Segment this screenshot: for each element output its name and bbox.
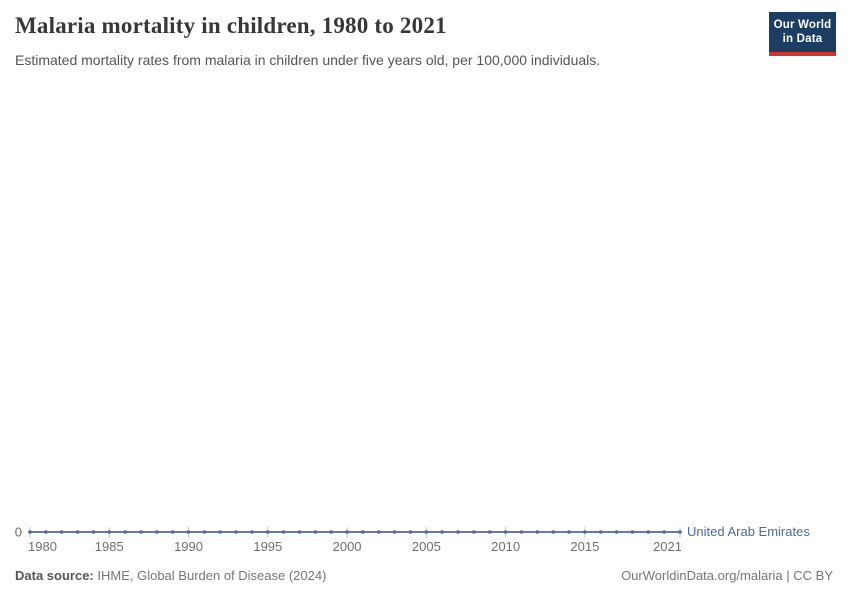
data-point [107,530,112,534]
data-source-label: Data source: [15,568,94,583]
data-point [535,530,540,534]
data-point [123,530,127,534]
data-point [155,530,159,534]
data-point [503,530,508,534]
footer-link[interactable]: OurWorldinData.org/malaria | CC BY [621,568,833,583]
svg-text:1980: 1980 [28,539,57,554]
svg-text:2015: 2015 [570,539,599,554]
data-point [424,530,429,534]
data-point [630,530,635,534]
data-point [202,530,207,534]
data-point [28,530,32,534]
data-point [551,530,555,534]
data-point [281,530,286,534]
chart-subtitle: Estimated mortality rates from malaria i… [15,52,601,68]
axis-svg[interactable]: 1980 1985 1990 1995 2000 2005 2010 2015 2021 0 [0,500,850,560]
svg-text:2005: 2005 [412,539,441,554]
logo-text-line1: Our World [773,18,832,31]
data-point [456,530,460,534]
data-point [218,530,223,534]
data-point [139,530,143,534]
svg-text:1995: 1995 [253,539,282,554]
data-point [75,530,80,534]
data-point [186,530,191,534]
data-point [472,530,476,534]
data-point [567,530,571,534]
data-point [59,530,64,534]
data-point [44,530,48,534]
svg-text:2021: 2021 [653,539,682,554]
svg-text:2000: 2000 [333,539,362,554]
data-point [614,530,619,534]
data-point [392,530,397,534]
data-point [678,530,682,534]
data-point [266,530,270,534]
data-point [376,530,381,534]
data-point [234,530,238,534]
svg-text:1985: 1985 [95,539,124,554]
data-point [598,530,603,534]
data-points-group[interactable] [28,530,682,534]
svg-text:1990: 1990 [174,539,203,554]
logo-text-line2: in Data [782,33,823,45]
data-point [345,530,349,534]
data-point [297,530,302,534]
data-point [329,530,334,534]
data-point [408,530,413,534]
x-tick-labels: 1980 1985 1990 1995 2000 2005 2010 2015 2021 [28,539,682,554]
page-title: Malaria mortality in children, 1980 to 2… [15,13,447,38]
y-axis-labels: 0 [15,525,22,540]
entity-label[interactable]: United Arab Emirates [687,524,810,539]
data-point [170,530,175,534]
data-point [519,530,524,534]
data-source: Data source: IHME, Global Burden of Dise… [15,568,326,583]
data-point [313,530,318,534]
owid-logo[interactable]: Our World in Data [769,12,836,56]
data-point [487,530,492,534]
data-source-value: IHME, Global Burden of Disease (2024) [97,568,327,583]
data-point [646,530,651,534]
data-point [440,530,444,534]
data-point [91,530,96,534]
svg-text:2010: 2010 [491,539,520,554]
data-point [583,530,587,534]
data-point [662,530,666,534]
svg-text:0: 0 [15,525,22,540]
data-point [361,530,365,534]
data-point [250,530,254,534]
